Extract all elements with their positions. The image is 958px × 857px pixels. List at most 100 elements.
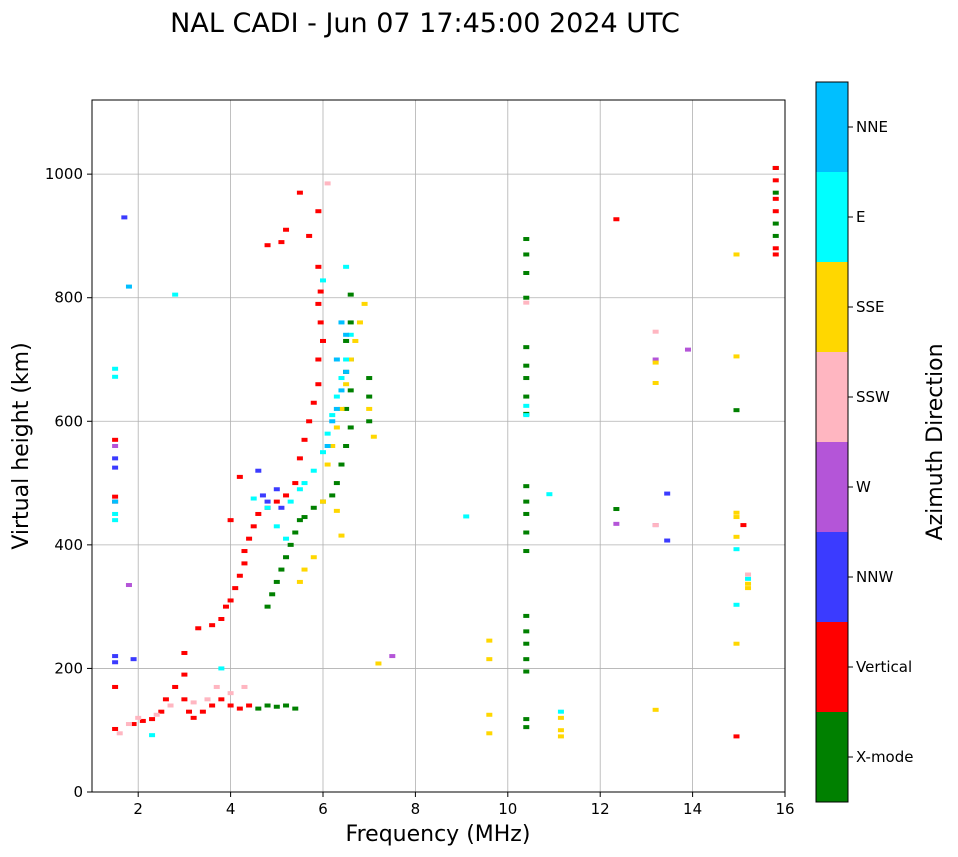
grid-lines [92,100,785,793]
colorbar-tick-label: SSW [856,388,890,406]
data-point [241,684,248,689]
data-point [278,505,285,510]
data-point [236,706,243,711]
data-point [209,623,216,628]
data-point [745,586,752,591]
colorbar-swatch [816,82,848,172]
data-point [315,382,322,387]
data-point [149,717,156,722]
data-point [246,536,253,541]
data-point [652,707,659,712]
colorbar-swatch [816,712,848,802]
data-point [204,697,211,702]
x-tick-label: 14 [683,800,702,818]
data-point [486,731,493,736]
data-point [523,613,530,618]
data-point [652,329,659,334]
data-point [273,487,280,492]
data-point [652,357,659,362]
data-point [283,493,290,498]
data-point [264,604,271,609]
data-point [227,691,234,696]
data-point [213,684,220,689]
data-point [301,437,308,442]
data-point [310,468,317,473]
data-point [320,338,326,343]
data-point [112,494,119,499]
data-point [338,406,345,411]
colorbar-swatch [816,352,848,442]
data-point [317,289,324,294]
data-point [259,493,266,498]
data-point [301,481,308,486]
data-point [227,518,234,523]
data-point [347,388,354,393]
data-point [664,538,671,543]
data-point [306,419,313,424]
data-point [186,709,193,714]
data-point [195,626,202,631]
data-point [222,604,229,609]
data-point [324,462,331,467]
colorbar-frame [815,81,849,803]
data-point [523,725,530,730]
data-point [523,511,530,516]
data-point [343,369,350,374]
data-point [343,338,350,343]
data-point [343,444,350,448]
data-point [292,706,299,711]
data-point [523,237,530,242]
data-point [315,301,322,306]
data-point [523,376,530,381]
y-tick-label: 1000 [45,165,83,183]
data-point [301,567,308,572]
colorbar-tick-label: SSE [856,298,885,316]
data-point [324,431,331,436]
data-point [523,413,530,418]
colorbar-tick-label: NNW [856,568,893,586]
data-point [112,511,119,516]
series-vertical [112,165,779,739]
data-point [733,354,740,359]
data-point [315,264,322,269]
data-point [296,487,303,492]
data-point [296,579,303,584]
data-point [772,246,779,251]
data-point [523,669,530,674]
data-point [343,406,350,411]
data-point [733,641,740,646]
data-point [273,499,280,504]
data-point [652,360,659,365]
data-point [241,549,248,554]
data-point [292,481,299,486]
data-point [772,209,779,214]
data-point [264,243,271,248]
data-point [112,499,119,504]
data-point [733,252,740,257]
data-point [181,697,188,702]
data-point [116,731,123,736]
data-point [273,704,280,709]
data-point [246,703,253,708]
data-point [523,717,530,722]
data-point [218,617,225,621]
plot-frame [91,99,786,793]
data-point [181,672,188,677]
data-point [745,581,752,586]
data-point [264,703,271,708]
data-point [613,521,620,526]
y-tick-label: 600 [54,412,83,430]
data-point [523,345,530,350]
data-point [255,706,262,711]
data-point [125,284,132,289]
data-point [523,300,530,305]
data-point [343,382,350,387]
colorbar-tick-label: X-mode [856,748,913,766]
data-point [523,394,530,399]
data-point [317,320,324,325]
data-point [292,530,299,535]
data-point [370,434,377,439]
colorbar-swatch [816,622,848,712]
colorbar-swatch [816,442,848,532]
